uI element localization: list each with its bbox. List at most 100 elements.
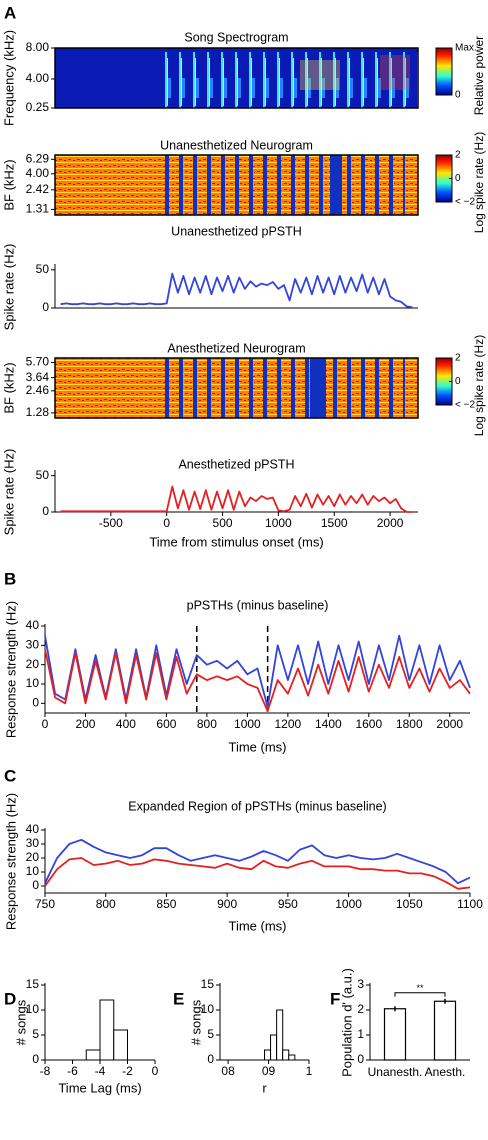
- chart-title: Unanesthetized pPSTH: [171, 224, 302, 238]
- hist-bar: [276, 1009, 284, 1061]
- x-tick-label: 1600: [355, 717, 382, 731]
- chart-title: Expanded Region of pPSTHs (minus baselin…: [128, 799, 386, 813]
- x-tick-label: 600: [156, 717, 176, 731]
- x-tick-label: 0: [42, 717, 49, 731]
- hist-bar: [282, 1049, 290, 1061]
- heatmap-images: [55, 47, 453, 418]
- y-tick-label: 3.64: [26, 370, 50, 384]
- panel-label: C: [4, 766, 16, 785]
- x-tick-label: 1000: [335, 897, 362, 911]
- y-tick-label: 10: [26, 676, 40, 690]
- x-tick-label: 1: [306, 1064, 313, 1078]
- y-tick-label: 15: [26, 977, 40, 991]
- series-line: [60, 272, 413, 309]
- x-tick-label: 1200: [275, 717, 302, 731]
- x-axis-label: Time (ms): [228, 918, 286, 933]
- colorbar-tick-label: 0: [455, 173, 461, 184]
- bar: [383, 1008, 407, 1061]
- y-tick-label: 0: [42, 300, 49, 314]
- y-axis-label: Response strength (Hz): [3, 793, 18, 930]
- y-tick-label: 40: [26, 618, 40, 632]
- y-tick-label: 8.00: [26, 40, 50, 54]
- hist-bar: [113, 1029, 128, 1061]
- x-tick-label: 1050: [396, 897, 423, 911]
- panel-label: F: [330, 989, 340, 1008]
- neurogram-image: [165, 358, 405, 418]
- y-axis-label: Response strength (Hz): [3, 601, 18, 738]
- annotation: **: [416, 983, 424, 993]
- colorbar-tick-label: 2: [455, 353, 461, 364]
- x-tick-label: -500: [99, 516, 123, 530]
- y-tick-label: 0: [32, 1052, 39, 1066]
- y-tick-label: 0: [42, 504, 49, 518]
- chart-title: Unanesthetized Neurogram: [160, 138, 313, 152]
- y-axis-label: Frequency (kHz): [1, 30, 16, 126]
- heatmap-frame: [54, 357, 419, 419]
- y-tick-label: 1.31: [26, 202, 50, 216]
- y-axis-label: # songs: [13, 999, 28, 1045]
- x-tick-label: 2000: [436, 717, 463, 731]
- colorbar-tick-label: < −2: [455, 400, 475, 411]
- y-tick-label: 1: [357, 1027, 364, 1041]
- x-tick-label: 1500: [321, 516, 348, 530]
- y-tick-label: 0: [207, 1052, 214, 1066]
- y-tick-label: 50: [36, 468, 50, 482]
- y-tick-label: 0: [357, 1052, 364, 1066]
- y-tick-label: 20: [26, 850, 40, 864]
- hist-bar: [288, 1054, 296, 1061]
- x-tick-label: -4: [95, 1064, 106, 1078]
- y-tick-label: 10: [26, 1002, 40, 1016]
- colorbar-tick-label: < −2: [455, 197, 475, 208]
- spectrogram-image: [165, 48, 418, 108]
- y-tick-label: 0: [32, 878, 39, 892]
- spectrogram-image: [380, 55, 410, 90]
- bar: [433, 1000, 457, 1061]
- panel-label: A: [4, 3, 16, 22]
- x-tick-label: -8: [40, 1064, 51, 1078]
- x-axis-label: Time from stimulus onset (ms): [149, 534, 323, 549]
- y-axis-label: Population d' (a.u.): [339, 968, 354, 1077]
- hist-bar: [85, 1049, 101, 1061]
- x-tick-label: 900: [217, 897, 237, 911]
- chart-title: Anesthetized Neurogram: [167, 341, 305, 355]
- x-tick-label: 1000: [234, 717, 261, 731]
- x-tick-label: 0: [152, 1064, 159, 1078]
- y-tick-label: 3: [357, 977, 364, 991]
- x-axis-label: Time Lag (ms): [58, 1080, 141, 1095]
- panel-label: D: [4, 989, 16, 1008]
- neurogram-image: [165, 155, 405, 215]
- panel-label: E: [173, 989, 184, 1008]
- y-tick-label: 4.00: [26, 166, 50, 180]
- y-axis-label: Spike rate (Hz): [1, 449, 16, 536]
- y-tick-label: 0: [32, 696, 39, 710]
- spectrogram-image: [300, 60, 340, 90]
- y-tick-label: 30: [26, 638, 40, 652]
- x-tick-label: Unanesth.: [368, 1065, 423, 1079]
- series-line: [44, 857, 471, 890]
- colorbar-label: Log spike rate (Hz): [472, 335, 486, 436]
- y-tick-label: 2.46: [26, 383, 50, 397]
- colorbar-tick-label: Max.: [455, 43, 477, 54]
- x-tick-label: 200: [75, 717, 95, 731]
- hist-bar: [270, 1034, 278, 1061]
- x-tick-label: 800: [96, 897, 116, 911]
- y-tick-label: 2.42: [26, 182, 50, 196]
- hist-bar: [264, 1049, 272, 1061]
- x-tick-label: 850: [156, 897, 176, 911]
- x-tick-label: 800: [197, 717, 217, 731]
- y-axis-label: BF (kHz): [1, 159, 16, 210]
- y-tick-label: 40: [26, 822, 40, 836]
- x-tick-label: 1100: [457, 897, 483, 911]
- x-tick-label: 1800: [396, 717, 423, 731]
- x-tick-label: 1400: [315, 717, 342, 731]
- x-tick-label: -6: [67, 1064, 78, 1078]
- colorbar-tick-label: 0: [455, 376, 461, 387]
- x-tick-label: 2000: [377, 516, 404, 530]
- chart-title: Song Spectrogram: [184, 30, 288, 44]
- series-line: [44, 838, 471, 885]
- y-tick-label: 2: [357, 1002, 364, 1016]
- x-tick-label: 08: [221, 1064, 235, 1078]
- chart-title: Anesthetized pPSTH: [178, 457, 294, 471]
- x-tick-label: 400: [116, 717, 136, 731]
